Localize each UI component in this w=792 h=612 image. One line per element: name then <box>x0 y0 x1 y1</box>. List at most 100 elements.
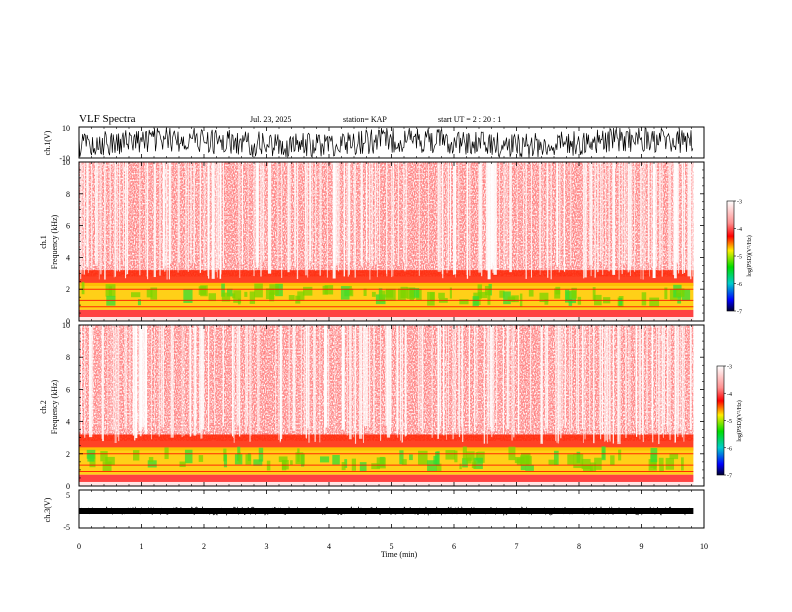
spec-white-streak <box>638 325 640 436</box>
spec-white-streak <box>478 162 481 273</box>
spec-green-patch <box>221 283 225 297</box>
spec-white-streak <box>124 325 127 429</box>
spec-green-patch <box>302 453 305 466</box>
spec-green-patch <box>258 447 264 462</box>
spec-white-streak <box>496 325 498 432</box>
spec-white-streak <box>680 325 682 433</box>
spec-white-streak <box>144 325 146 435</box>
spec-white-streak <box>233 325 235 443</box>
spec-white-streak <box>129 325 131 426</box>
spec-white-streak <box>474 325 476 431</box>
spec-white-streak <box>363 325 368 427</box>
spec-white-streak <box>386 162 388 277</box>
spec-white-streak <box>353 162 355 270</box>
spec-green-patch <box>184 449 193 464</box>
spec-white-streak <box>222 162 224 268</box>
ch1-colorbar-scale <box>726 200 735 312</box>
spec-white-streak <box>258 325 260 432</box>
spec-white-streak <box>625 325 627 438</box>
spec-white-streak <box>608 162 610 272</box>
spec-white-streak <box>503 162 506 271</box>
spec-white-streak <box>347 162 349 277</box>
spec-green-patch <box>466 451 475 461</box>
spec-white-streak <box>217 162 220 269</box>
spec-white-streak <box>564 162 566 272</box>
spec-white-streak <box>612 325 615 444</box>
spec-white-streak <box>250 325 252 436</box>
spec-white-streak <box>600 162 602 262</box>
spec-white-streak <box>593 325 595 444</box>
ch1-spec-ylabel-1: ch.1 <box>39 235 48 249</box>
spec-white-streak <box>110 325 112 432</box>
spec-green-patch <box>131 292 141 298</box>
spec-green-patch <box>567 454 574 465</box>
spec-white-streak <box>401 325 403 443</box>
spec-white-streak <box>506 162 508 266</box>
spec-white-streak <box>485 162 489 271</box>
spec-white-streak <box>674 162 677 279</box>
spec-white-streak <box>300 325 302 436</box>
spec-white-streak <box>583 162 585 279</box>
spec-white-streak <box>448 325 450 428</box>
spec-white-streak <box>208 325 210 432</box>
spec-green-patch <box>520 465 526 471</box>
spec-white-streak <box>163 162 165 262</box>
x-tick-label: 9 <box>640 542 644 551</box>
spec-white-streak <box>600 325 602 440</box>
spec-white-streak <box>112 325 115 431</box>
spec-green-patch <box>324 285 334 295</box>
ch2-spec-ylabel-1: ch.2 <box>39 400 48 414</box>
ch1-spectrogram-panel: 0 2 4 6 8 10 ch.1 Frequency (kHz) -3 -4 -5 -6 -7 … <box>39 158 753 326</box>
spec-white-streak <box>188 325 190 430</box>
x-tick-label: 0 <box>77 542 81 551</box>
spec-green-patch <box>105 456 115 466</box>
spec-white-streak <box>359 325 363 439</box>
spec-white-streak <box>102 325 104 442</box>
time-axis: 0 1 2 3 4 5 6 7 8 9 10 <box>77 127 708 551</box>
spec-white-streak <box>81 325 83 435</box>
spec-green-patch <box>564 289 570 303</box>
ch3-waveform-band <box>79 508 694 514</box>
colorbar-tick-label: -5 <box>737 255 742 261</box>
spec-white-streak <box>353 325 355 438</box>
spec-white-streak <box>480 162 483 277</box>
spec-white-streak <box>336 162 338 265</box>
colorbar-tick-label: -7 <box>737 310 742 316</box>
spec-white-streak <box>214 325 216 425</box>
spec-white-streak <box>126 162 129 275</box>
spec-white-streak <box>584 325 586 440</box>
spec-white-streak <box>360 162 362 265</box>
ch1-waveform-trace <box>78 126 694 159</box>
spec-green-patch <box>100 451 108 462</box>
spec-green-patch <box>245 454 252 465</box>
spec-white-streak <box>589 325 591 432</box>
spec-white-streak <box>647 162 649 263</box>
spec-white-streak <box>109 162 111 265</box>
spec-white-streak <box>439 325 441 426</box>
spec-green-patch <box>290 460 293 466</box>
spec-white-streak <box>386 325 388 426</box>
x-tick-label: 4 <box>327 542 331 551</box>
spec-green-patch <box>409 454 413 461</box>
spec-white-streak <box>139 325 142 437</box>
spec-white-streak <box>422 325 424 434</box>
ch2-spectrogram-panel: 0 2 4 6 8 10 ch.2 Frequency (kHz) -3 -4 -5 -6 -7 … <box>39 321 743 491</box>
colorbar-tick-label: -4 <box>737 227 742 233</box>
spec-white-streak <box>390 325 392 428</box>
spec-green-patch <box>436 451 440 466</box>
spec-white-streak <box>346 325 348 436</box>
spec-white-streak <box>396 325 399 435</box>
spec-white-streak <box>292 325 296 432</box>
spec-white-streak <box>183 325 185 437</box>
spec-white-streak <box>677 325 679 437</box>
spec-white-streak <box>576 325 578 430</box>
spec-green-patch <box>592 287 596 301</box>
spec-green-patch <box>363 288 367 296</box>
spec-white-streak <box>599 325 601 430</box>
spec-red-band <box>79 434 694 451</box>
spec-green-patch <box>87 452 95 462</box>
spec-green-patch <box>555 286 561 295</box>
spec-green-patch <box>539 292 549 303</box>
spec-green-patch <box>359 462 367 472</box>
spec-green-patch <box>664 287 668 300</box>
